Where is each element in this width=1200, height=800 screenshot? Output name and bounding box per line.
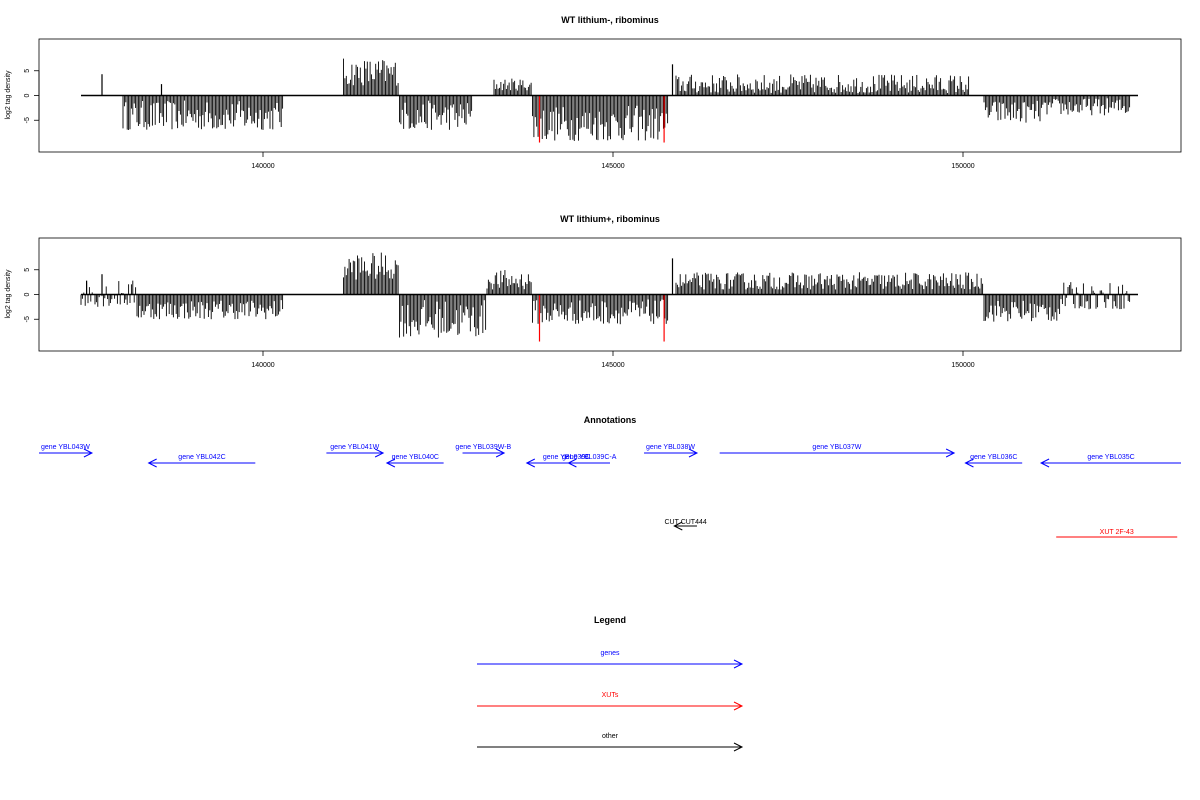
- y-tick-label: 5: [24, 69, 31, 73]
- legend-item: genes: [477, 650, 744, 669]
- x-tick-label: 145000: [601, 163, 624, 170]
- annotation-features: gene YBL043W gene YBL042C gene YBL041W gene…: [39, 444, 1181, 538]
- legend-item: XUTs: [477, 692, 744, 711]
- gene-feature: gene YBL035C: [1039, 454, 1181, 468]
- feature-label: gene YBL036C: [970, 454, 1017, 461]
- y-tick-label: -5: [24, 117, 31, 123]
- gene-feature: gene YBL039C-A: [562, 454, 617, 468]
- x-tick-label: 140000: [251, 362, 274, 369]
- legend-items: genes XUTs other: [477, 650, 744, 752]
- x-tick-label: 145000: [601, 362, 624, 369]
- gene-feature: gene YBL041W: [326, 444, 385, 458]
- y-tick-label: 5: [24, 268, 31, 272]
- feature-label: CUT CUT444: [664, 519, 706, 526]
- panel-title: WT lithium+, ribominus: [560, 214, 660, 224]
- track-panel-lithium-plus: WT lithium+, ribominus log2 tag density …: [5, 214, 1182, 369]
- x-tick-label: 150000: [951, 163, 974, 170]
- feature-label: gene YBL039C: [543, 454, 590, 461]
- y-tick-label: -5: [24, 316, 31, 322]
- legend-label: XUTs: [602, 692, 619, 699]
- annotations-title: Annotations: [584, 415, 637, 425]
- gene-feature: gene YBL040C: [385, 454, 444, 468]
- feature-label: gene YBL039W-B: [455, 444, 511, 451]
- gene-feature: gene YBL038W: [644, 444, 699, 458]
- gene-feature: gene YBL043W: [39, 444, 94, 458]
- legend-arrow: [733, 659, 744, 669]
- feature-label: gene YBL037W: [812, 444, 861, 451]
- x-tick-label: 140000: [251, 163, 274, 170]
- feature-label: gene YBL041W: [330, 444, 379, 451]
- y-tick-label: 0: [24, 292, 31, 296]
- legend-arrow: [733, 742, 744, 752]
- gene-feature: gene YBL039W-B: [455, 444, 512, 458]
- arrow-head: [1039, 458, 1050, 468]
- legend-label: other: [602, 733, 619, 740]
- feature-label: XUT 2F-43: [1100, 529, 1134, 536]
- arrow-head: [374, 448, 385, 458]
- legend-item: other: [477, 733, 744, 752]
- arrow-head: [964, 458, 974, 468]
- arrow-head: [147, 458, 157, 468]
- xut-feature: XUT 2F-43: [1056, 529, 1178, 538]
- arrow-head: [945, 448, 956, 458]
- signal-bars: [80, 252, 1131, 342]
- y-axis-label: log2 tag density: [5, 70, 12, 120]
- arrow-head: [385, 458, 396, 468]
- x-tick-label: 150000: [951, 362, 974, 369]
- panel-title: WT lithium-, ribominus: [561, 15, 659, 25]
- legend: Legend genes XUTs other: [477, 615, 744, 752]
- gene-feature: gene YBL042C: [147, 454, 256, 468]
- legend-arrow: [733, 701, 744, 711]
- arrow-head: [567, 458, 577, 468]
- legend-label: genes: [600, 650, 620, 657]
- feature-label: gene YBL035C: [1087, 454, 1134, 461]
- arrow-head: [673, 521, 683, 531]
- signal-bars: [101, 58, 1131, 143]
- track-panel-lithium-minus: WT lithium-, ribominus log2 tag density …: [5, 15, 1182, 170]
- feature-label: gene YBL039C-A: [562, 454, 617, 461]
- arrow-head: [83, 448, 94, 458]
- arrow-head: [525, 458, 536, 468]
- gene-feature: gene YBL036C: [964, 454, 1023, 468]
- feature-label: gene YBL040C: [392, 454, 439, 461]
- arrow-head: [495, 448, 506, 458]
- arrow-head: [688, 448, 699, 458]
- feature-label: gene YBL042C: [178, 454, 225, 461]
- axes: 140000 145000 150000 -5 0 5: [24, 69, 1138, 170]
- gene-feature: gene YBL037W: [719, 444, 956, 458]
- legend-title: Legend: [594, 615, 626, 625]
- y-tick-label: 0: [24, 93, 31, 97]
- y-axis-label: log2 tag density: [5, 269, 12, 319]
- feature-label: gene YBL038W: [646, 444, 695, 451]
- other-feature: CUT CUT444: [664, 519, 707, 531]
- axes: 140000 145000 150000 -5 0 5: [24, 268, 1138, 369]
- feature-label: gene YBL043W: [41, 444, 90, 451]
